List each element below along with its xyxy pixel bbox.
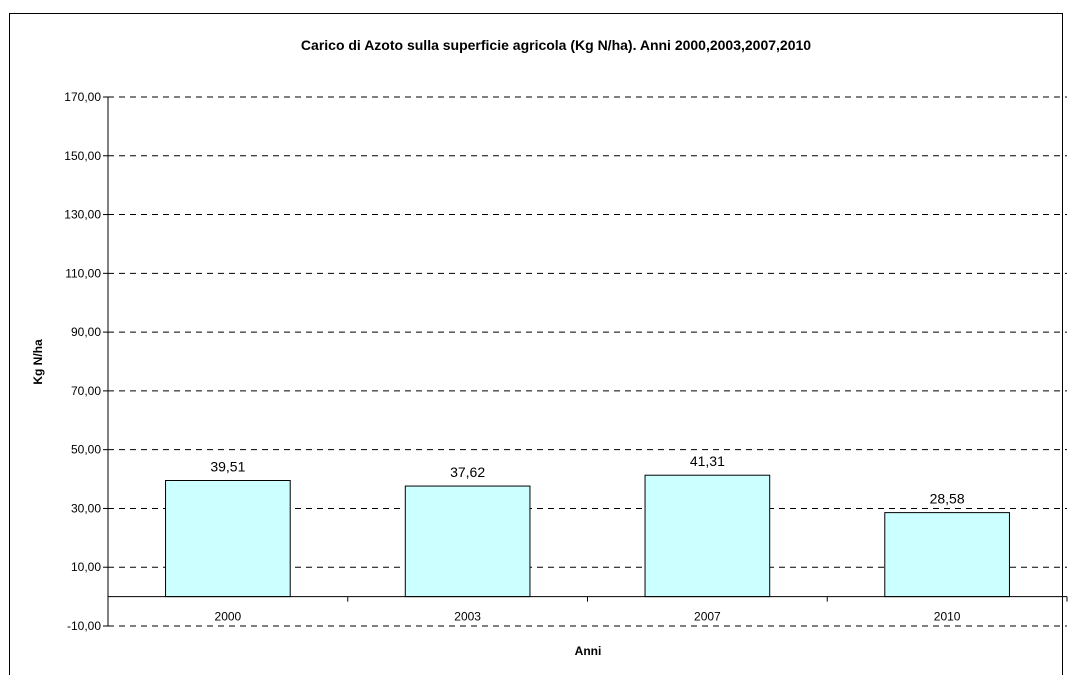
y-tick-labels: -10,00 10,00 30,00 50,00 70,00 90,00 110,00 130…	[64, 90, 101, 633]
y-tick-label: 130,00	[64, 208, 101, 222]
x-tick-label: 2010	[934, 610, 961, 624]
bar-2007	[644, 474, 771, 598]
y-tick-label: 90,00	[71, 325, 101, 339]
data-label-2007: 41,31	[690, 453, 725, 469]
y-tick-label: 70,00	[71, 384, 101, 398]
bar-2000	[165, 479, 291, 598]
bar-2003	[404, 485, 531, 598]
y-axis-title: Kg N/ha	[31, 339, 45, 385]
y-tick-label: 110,00	[65, 266, 101, 280]
chart-title: Carico di Azoto sulla superficie agricol…	[301, 37, 811, 53]
x-tick-label: 2007	[694, 610, 721, 624]
y-tick-label: 170,00	[64, 90, 101, 104]
x-axis-title: Anni	[575, 644, 602, 658]
data-labels: 39,51 37,62 41,31 28,58	[210, 453, 964, 506]
x-tick-label: 2000	[215, 610, 242, 624]
x-tick-labels: 2000 2003 2007 2010	[215, 610, 961, 624]
x-tick-label: 2003	[454, 610, 481, 624]
y-tick-label: 30,00	[71, 501, 101, 515]
data-label-2010: 28,58	[930, 491, 965, 507]
y-tick-label: -10,00	[67, 619, 101, 633]
y-tick-label: 10,00	[71, 560, 101, 574]
y-tick-label: 150,00	[64, 149, 101, 163]
bars	[165, 474, 1010, 598]
axes	[103, 96, 1068, 627]
bar-2010	[884, 512, 1010, 598]
data-label-2003: 37,62	[450, 464, 485, 480]
data-label-2000: 39,51	[210, 458, 245, 474]
y-tick-label: 50,00	[71, 443, 101, 457]
